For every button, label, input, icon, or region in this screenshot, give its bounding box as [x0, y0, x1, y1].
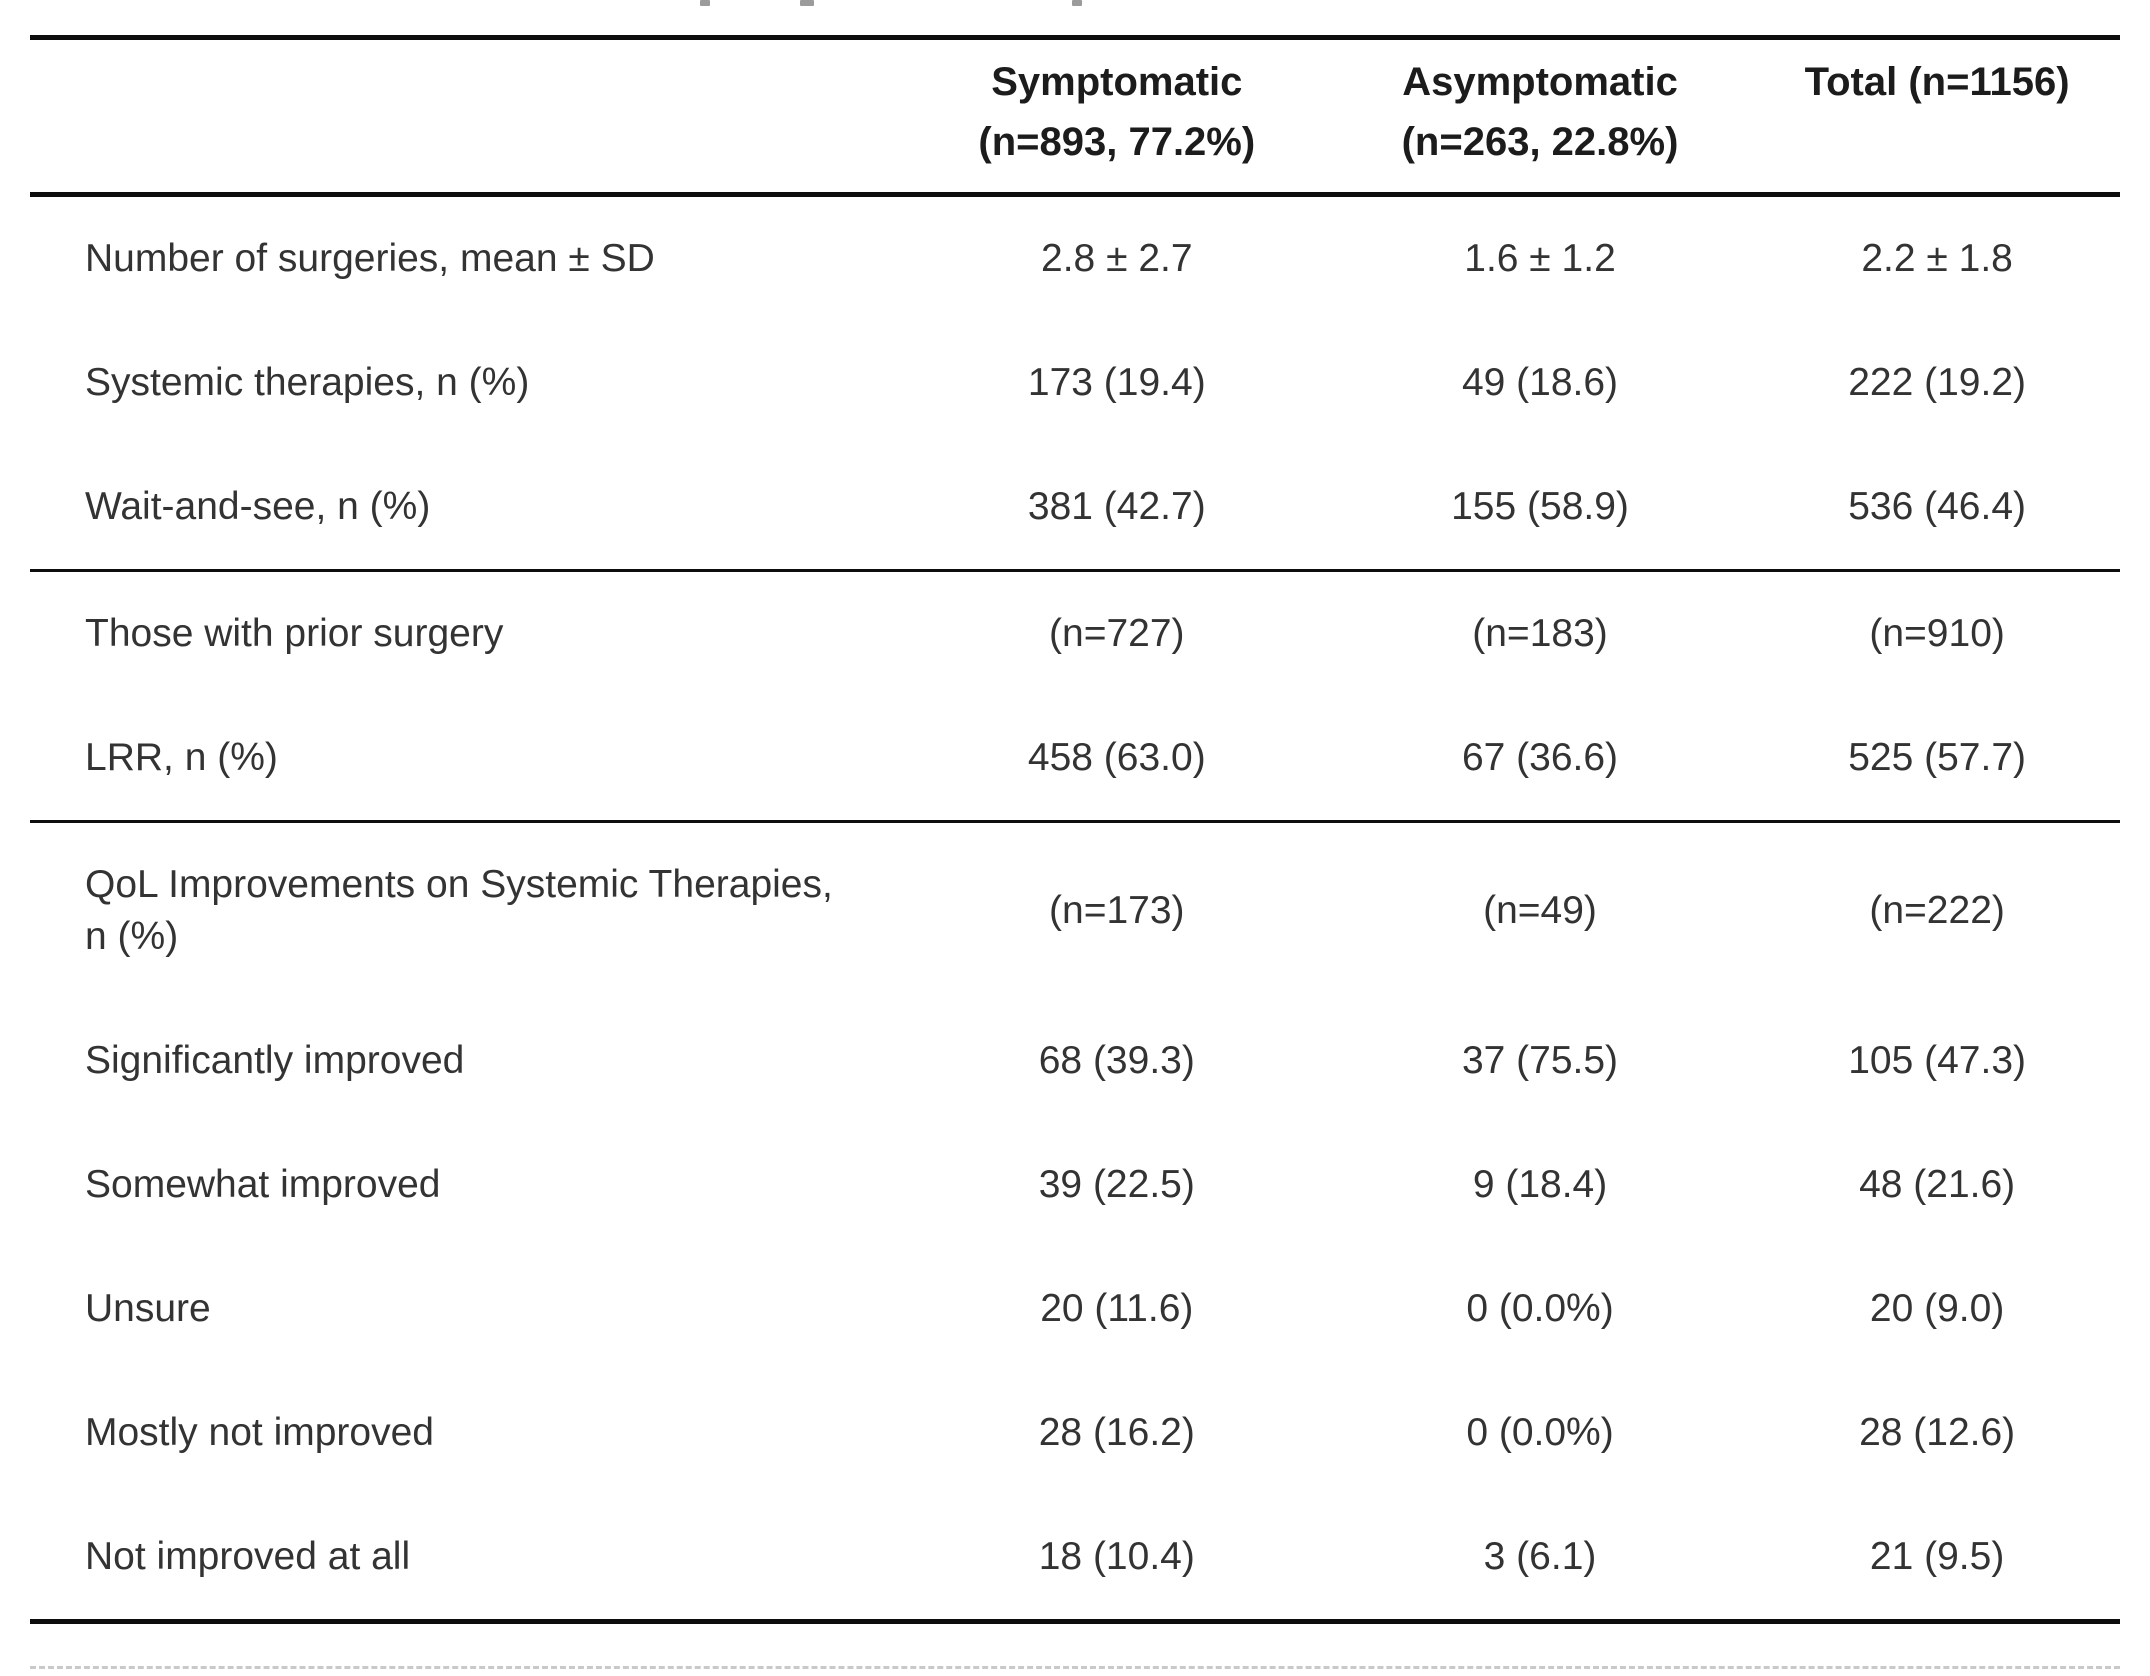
asymptomatic-cell: 0 (0.0%) — [1466, 1287, 1614, 1330]
asymptomatic-cell: 155 (58.9) — [1451, 485, 1629, 528]
asymptomatic-cell: 3 (6.1) — [1483, 1535, 1597, 1578]
symptomatic-cell: (n=727) — [907, 569, 1326, 696]
table-row: LRR, n (%) 458 (63.0) 67 (36.6) 525 (57.… — [30, 696, 2120, 822]
table-row: Wait-and-see, n (%) 381 (42.7) 155 (58.9… — [30, 445, 2120, 571]
asymptomatic-cell: 9 (18.4) — [1472, 1163, 1608, 1206]
col-header-asymptomatic-line2: (n=263, 22.8%) — [1401, 120, 1679, 164]
col-header-symptomatic-line1: Symptomatic — [991, 60, 1243, 104]
asymptomatic-cell: 67 (36.6) — [1461, 736, 1619, 779]
table-row: Mostly not improved 28 (16.2) 0 (0.0%) 2… — [30, 1371, 2120, 1495]
symptomatic-cell: 68 (39.3) — [1038, 1039, 1195, 1082]
total-cell: (n=910) — [1754, 569, 2120, 696]
row-label-cell: Systemic therapies, n (%) — [85, 361, 530, 404]
table-row: Significantly improved 68 (39.3) 37 (75.… — [30, 999, 2120, 1123]
total-cell: 2.2 ± 1.8 — [1861, 237, 2013, 280]
total-cell: 21 (9.5) — [1869, 1535, 2005, 1578]
asymptomatic-cell: 0 (0.0%) — [1466, 1411, 1614, 1454]
symptomatic-cell: 458 (63.0) — [1027, 736, 1206, 779]
empty-header-cell — [30, 37, 908, 197]
table-row: Number of surgeries, mean ± SD 2.8 ± 2.7… — [30, 195, 2120, 322]
cropped-caption-remnant — [700, 0, 710, 6]
total-cell: 525 (57.7) — [1848, 736, 2027, 779]
asymptomatic-cell: (n=183) — [1325, 569, 1755, 696]
row-label-cell: QoL Improvements on Systemic Therapies, … — [30, 820, 908, 999]
row-label-cell: Those with prior surgery — [30, 569, 908, 696]
table-row: Those with prior surgery (n=727) (n=183)… — [30, 569, 2120, 696]
col-header-total-line1: Total (n=1156) — [1804, 60, 2070, 104]
total-cell: 222 (19.2) — [1848, 361, 2027, 404]
symptomatic-cell: 28 (16.2) — [1038, 1411, 1195, 1454]
total-cell: 48 (21.6) — [1859, 1163, 2016, 1206]
symptomatic-cell: 173 (19.4) — [1027, 361, 1206, 404]
row-label-cell: Significantly improved — [85, 1039, 465, 1082]
col-header-asymptomatic-line1: Asymptomatic — [1402, 60, 1678, 104]
symptomatic-cell: (n=173) — [907, 820, 1326, 999]
table-row: Not improved at all 18 (10.4) 3 (6.1) 21… — [30, 1495, 2120, 1622]
col-header-symptomatic-line2: (n=893, 77.2%) — [978, 120, 1256, 164]
row-label-cell: Not improved at all — [85, 1535, 411, 1578]
symptomatic-cell: 381 (42.7) — [1027, 485, 1206, 528]
symptomatic-cell: 2.8 ± 2.7 — [1041, 237, 1193, 280]
header-row: Symptomatic (n=893, 77.2%) Asymptomatic … — [30, 37, 2120, 197]
table-row: Somewhat improved 39 (22.5) 9 (18.4) 48 … — [30, 1123, 2120, 1247]
symptomatic-cell: 39 (22.5) — [1038, 1163, 1195, 1206]
table-row: Systemic therapies, n (%) 173 (19.4) 49 … — [30, 321, 2120, 445]
cropped-caption-remnant — [800, 0, 814, 6]
row-label-cell: LRR, n (%) — [85, 736, 278, 779]
col-header-asymptomatic: Asymptomatic (n=263, 22.8%) — [1325, 37, 1755, 197]
total-cell: 20 (9.0) — [1869, 1287, 2005, 1330]
symptomatic-cell: 18 (10.4) — [1038, 1535, 1195, 1578]
row-label-cell: Unsure — [85, 1287, 211, 1330]
total-cell: 28 (12.6) — [1859, 1411, 2016, 1454]
col-header-total: Total (n=1156) — [1754, 37, 2120, 197]
symptomatic-cell: 20 (11.6) — [1040, 1287, 1194, 1330]
row-label-cell: Somewhat improved — [85, 1163, 441, 1206]
total-cell: 105 (47.3) — [1848, 1039, 2027, 1082]
total-cell: (n=222) — [1754, 820, 2120, 999]
col-header-symptomatic: Symptomatic (n=893, 77.2%) — [907, 37, 1326, 197]
asymptomatic-cell: 49 (18.6) — [1461, 361, 1619, 404]
asymptomatic-cell: 37 (75.5) — [1461, 1039, 1619, 1082]
cropped-caption-remnant — [1072, 0, 1082, 6]
asymptomatic-cell: 1.6 ± 1.2 — [1464, 237, 1616, 280]
total-cell: 536 (46.4) — [1848, 485, 2027, 528]
row-label-cell: Number of surgeries, mean ± SD — [85, 237, 655, 280]
table-row: QoL Improvements on Systemic Therapies, … — [30, 820, 2120, 999]
page-bottom-dashed-artifact — [30, 1666, 2120, 1669]
asymptomatic-cell: (n=49) — [1325, 820, 1755, 999]
results-table: Symptomatic (n=893, 77.2%) Asymptomatic … — [30, 35, 2120, 1624]
row-label-cell: Wait-and-see, n (%) — [85, 485, 431, 528]
row-label-cell: Mostly not improved — [85, 1411, 434, 1454]
table-row: Unsure 20 (11.6) 0 (0.0%) 20 (9.0) — [30, 1247, 2120, 1371]
